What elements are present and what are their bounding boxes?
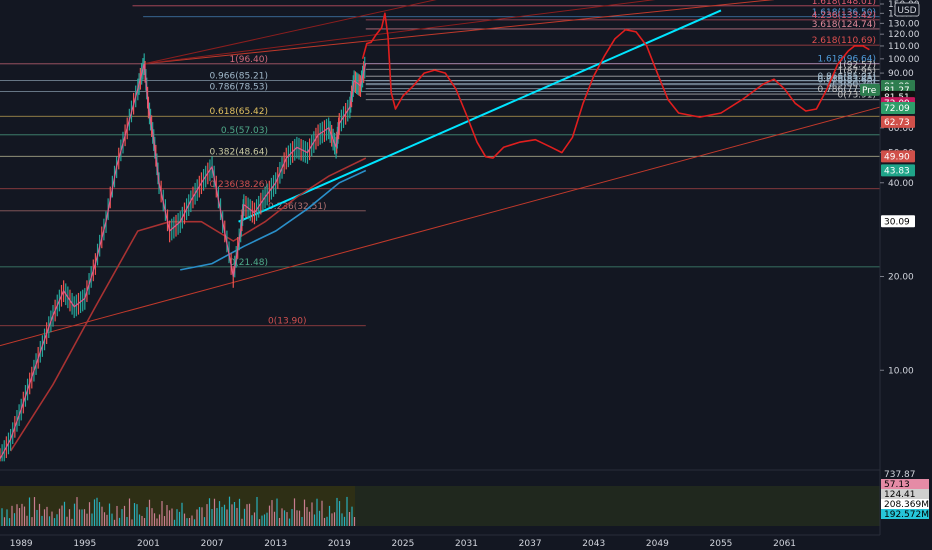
fib-label-18: 0.5(57.03) <box>221 126 268 136</box>
price-badge <box>881 164 915 177</box>
indicator-badge-label: 208.369M <box>884 500 929 510</box>
indicator-badge-label: 737.87 <box>884 470 916 480</box>
price-badge <box>881 102 915 115</box>
price-badge-label: 62.73 <box>884 118 910 128</box>
y-tick-label: 130.00 <box>888 19 920 29</box>
currency-badge[interactable]: USD <box>894 2 920 17</box>
fib-label-21: 0.236(32.51) <box>268 202 327 212</box>
x-tick-label: 2001 <box>137 539 160 549</box>
fib-label-0: 1.618(148.01) <box>812 0 876 7</box>
indicator-pane <box>0 469 932 530</box>
indicator-band-extended <box>355 486 880 526</box>
price-badge <box>881 150 915 163</box>
fib-label-20: 0.236(38.26) <box>209 180 268 190</box>
x-tick-label: 1989 <box>10 539 33 549</box>
price-badge-label: 72.09 <box>884 104 910 114</box>
y-tick-label: 40.00 <box>888 179 914 189</box>
indicator-badge <box>881 479 929 489</box>
fib-label-10: 0.866(85.01) <box>817 72 876 82</box>
x-tick-label: 2025 <box>391 539 414 549</box>
moving-average-ma_cyan <box>180 169 367 271</box>
price-layer <box>0 53 367 462</box>
x-tick-label: 2055 <box>710 539 733 549</box>
x-tick-label: 2019 <box>328 539 351 549</box>
price-badge-label: 43.83 <box>884 166 910 176</box>
y-tick-label: 100.00 <box>888 55 920 65</box>
x-tick-label: 2043 <box>582 539 605 549</box>
currency-label: USD <box>897 6 916 16</box>
fib-label-17: 0.618(65.42) <box>209 107 268 117</box>
x-tick-label: 2061 <box>773 539 796 549</box>
fib-label-6: 1(96.40) <box>229 55 268 65</box>
y-tick-label: 110.00 <box>888 42 920 52</box>
trendline-fan1 <box>144 0 437 65</box>
trendline-upper_red <box>144 0 775 65</box>
projection-layer <box>361 12 870 159</box>
fib-label-7: 1(92.57) <box>837 60 876 70</box>
pre-market-label: Pre <box>862 86 877 96</box>
indicator-badge-label: 192.572M <box>884 510 929 520</box>
indicator-badge <box>881 489 929 499</box>
x-tick-label: 2031 <box>455 539 478 549</box>
x-tick-label: 2013 <box>264 539 287 549</box>
x-tick-label: 2037 <box>519 539 542 549</box>
fib-label-22: 0(21.48) <box>229 258 268 268</box>
indicator-badge <box>881 509 929 519</box>
fib-label-5: 1.618(96.64) <box>817 54 876 64</box>
price-badge <box>881 215 915 228</box>
y-tick-label: 20.00 <box>888 273 914 283</box>
y-tick-label: 60.00 <box>888 124 914 134</box>
x-tick-label: 2049 <box>646 539 669 549</box>
indicator-badge <box>881 499 929 509</box>
fib-label-9: 0.966(85.21) <box>209 71 268 81</box>
price-line <box>0 62 367 459</box>
price-badge <box>881 115 915 128</box>
indicator-badge-label: 57.13 <box>884 480 910 490</box>
indicator-badge-label: 124.41 <box>884 490 916 500</box>
trendline-lower_red <box>0 106 881 347</box>
time-axis[interactable]: 1989 1995 2001 2007 2013 2019 2025 2031 2037 2043… <box>0 534 880 549</box>
fib-label-13: 0.5(80.20) <box>829 80 876 90</box>
fib-label-1: 1.618(136.50) <box>812 8 876 18</box>
fib-label-2: 4.236(133.42) <box>812 11 876 21</box>
trendlines-layer <box>0 0 881 347</box>
x-tick-label: 2007 <box>201 539 224 549</box>
fib-label-15: 0.786(77.08) <box>817 85 876 95</box>
pre-market-tag[interactable] <box>860 83 880 96</box>
indicator-badge <box>881 469 929 479</box>
fib-label-14: 0.786(78.53) <box>209 83 268 93</box>
fib-label-23: 0(13.90) <box>268 317 307 327</box>
y-tick-label: 90.00 <box>888 69 914 79</box>
y-tick-label: 10.00 <box>888 366 914 376</box>
projection-path <box>361 12 870 159</box>
fib-label-4: 2.618(110.69) <box>812 36 876 46</box>
fib-label-16: 0(73.91) <box>837 91 876 101</box>
price-badge-label: 30.09 <box>884 217 910 227</box>
price-badges: 81.8081.2781.5172.0972.0962.7349.9043.83… <box>860 80 929 520</box>
y-tick-label: 120.00 <box>888 30 920 40</box>
trendline-cyan_trend <box>238 9 722 223</box>
fib-label-11: 0.786(83.43) <box>817 74 876 84</box>
fib-label-3: 3.618(124.74) <box>812 20 876 30</box>
x-tick-label: 1995 <box>73 539 96 549</box>
trendline-fan2 <box>144 0 656 65</box>
moving-average-ma_red <box>9 157 367 452</box>
fib-label-12: 0.618(82.60) <box>817 76 876 86</box>
fib-label-8: 1(87.95) <box>837 67 876 77</box>
price-badge-label: 49.90 <box>884 152 910 162</box>
fib-label-19: 0.382(48.64) <box>209 147 268 157</box>
